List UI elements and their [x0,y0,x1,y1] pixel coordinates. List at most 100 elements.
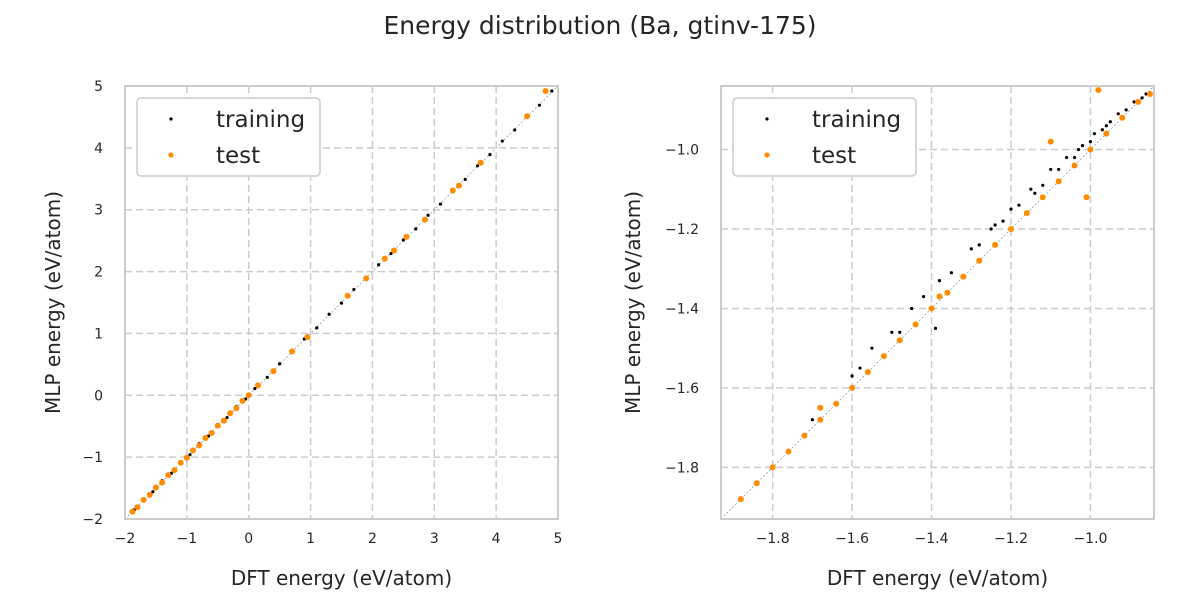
training-point [933,326,938,330]
training-point [188,453,192,457]
test-point [403,233,410,240]
y-axis-label: MLP energy (eV/atom) [621,191,645,414]
legend-marker-test [168,152,174,158]
x-tick-label: 3 [430,531,439,547]
legend-label-training: training [812,107,901,133]
training-points [810,92,1148,422]
y-tick-label: −1.4 [665,301,699,317]
x-tick-label: 1 [306,531,315,547]
training-point [1029,187,1033,191]
test-point [171,467,178,474]
test-point [270,368,277,375]
y-tick-label: −1.8 [665,460,699,476]
training-point [858,366,862,370]
legend: training test [136,97,321,177]
test-point [1007,226,1014,233]
x-axis-label: DFT energy (eV/atom) [231,566,452,590]
training-point [937,279,942,283]
test-point [817,404,824,411]
x-tick-label: 4 [492,531,501,547]
training-point [1092,132,1097,136]
test-point [1055,178,1062,185]
training-point [850,374,854,378]
test-point [239,397,246,404]
test-point [1147,90,1154,97]
y-tick-label: −1.2 [665,222,699,238]
x-axis-label: DFT energy (eV/atom) [827,566,1048,590]
training-point [475,164,480,168]
test-point [140,496,147,503]
test-point [896,337,903,344]
training-point [1140,96,1144,100]
legend-marker-test [764,152,770,158]
training-point [401,238,405,242]
x-tick-label: −1.0 [1073,531,1107,547]
test-point [233,405,240,412]
test-point [992,241,999,248]
training-point [500,139,504,143]
test-point [880,353,887,360]
legend-label-test: test [216,143,260,169]
training-point [977,243,981,247]
training-point [1108,120,1112,124]
test-point [737,496,744,503]
test-point [146,491,153,498]
test-point [129,508,136,515]
test-point [344,292,351,299]
test-point [381,255,388,262]
test-point [960,273,967,280]
training-point [1017,203,1021,207]
y-tick-label: 1 [94,326,103,342]
training-point [151,490,155,494]
tick-labels: −2 −1 0 1 2 3 4 5 −2 −1 0 1 2 3 4 5 [82,79,562,547]
chart-left: −2 −1 0 1 2 3 4 5 −2 −1 0 1 2 3 4 5 DFT energy (eV/atom… [41,79,562,590]
test-point [220,417,227,424]
y-tick-label: −1.0 [665,143,699,159]
test-point [304,334,311,341]
training-point [265,375,269,379]
legend-marker-training [169,117,173,121]
y-tick-label: 0 [94,388,103,404]
training-point [1033,191,1037,195]
test-point [864,369,871,376]
training-point [414,227,418,231]
test-point [769,464,776,471]
test-point [208,430,215,437]
plot-frame [124,85,559,520]
y-tick-label: 5 [94,79,103,95]
x-tick-label: 5 [554,531,563,547]
training-point [993,223,997,227]
test-point [944,289,951,296]
test-point [1119,114,1126,121]
training-point [1132,100,1136,104]
test-point [785,448,792,455]
training-point [1100,128,1104,132]
training-point [949,271,954,275]
training-point [253,386,257,391]
training-point [225,415,229,420]
training-point [438,202,443,206]
x-tick-label: −1.4 [915,531,949,547]
training-point [1001,219,1005,223]
test-point [227,410,234,417]
test-point [817,416,824,423]
training-point [426,213,430,217]
figure-title: Energy distribution (Ba, gtinv-175) [383,11,816,40]
test-point [1087,146,1094,153]
test-point [254,382,261,389]
x-tick-label: −2 [115,531,136,547]
test-point [753,480,760,487]
x-tick-label: −1 [177,531,198,547]
x-tick-label: −1.8 [756,531,790,547]
y-tick-label: 2 [94,265,103,281]
training-point [513,128,517,132]
training-point [989,227,993,231]
x-tick-label: 0 [244,531,253,547]
training-point [377,263,381,267]
x-tick-label: −1.2 [994,531,1028,547]
training-point [488,153,492,157]
y-tick-label: −1 [82,450,103,466]
x-tick-label: −1.6 [835,531,869,547]
training-point [969,247,973,251]
